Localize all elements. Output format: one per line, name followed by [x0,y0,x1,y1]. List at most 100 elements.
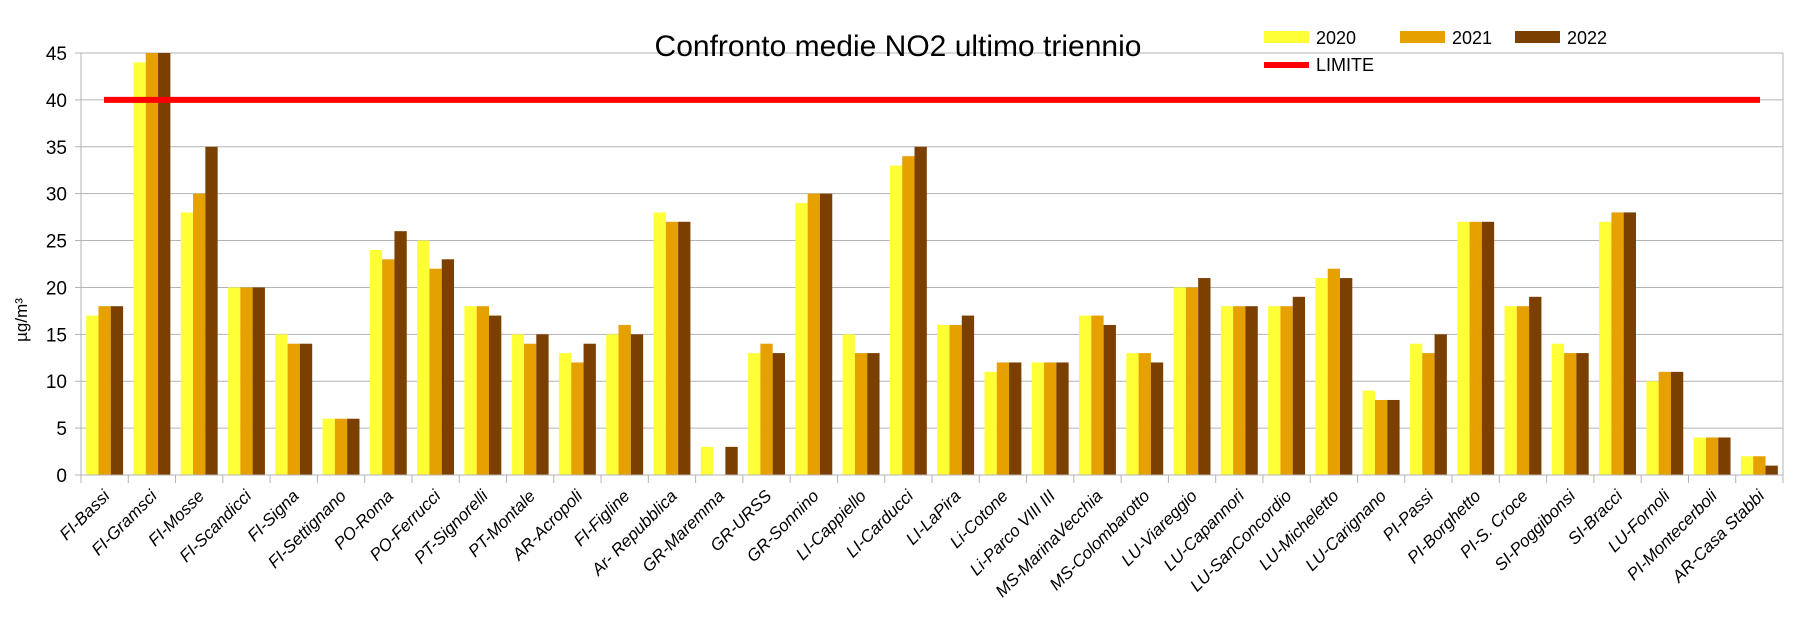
bar-2021 [145,53,159,475]
bar-2020 [86,315,99,475]
bar-2022 [110,306,124,475]
bar-2020 [606,334,619,475]
bar-2021 [1044,362,1057,475]
bar-2022 [1623,212,1636,475]
bar-2021 [287,343,300,475]
y-tick-label: 35 [46,138,67,159]
bar-2022 [299,343,313,475]
bar-2022 [252,287,265,475]
bar-2020 [842,334,855,475]
x-tick-label: SI-Poggibonsi [1491,486,1580,575]
y-axis-label: µg/m³ [12,298,31,342]
bar-2022 [1718,437,1731,475]
bar-2021 [1469,221,1482,475]
bar-2022 [158,53,171,475]
bar-2020 [889,165,903,476]
legend-label: 2021 [1452,28,1492,48]
x-axis: FI-BassiFI-GramsciFI-MosseFI-ScandicciFI… [56,474,1783,601]
bar-2022 [678,221,691,475]
bar-2022 [630,334,644,475]
bar-2022 [394,231,407,475]
bar-2022 [1292,296,1306,475]
bar-2020 [133,62,146,475]
y-tick-label: 25 [46,232,67,253]
bar-2022 [536,334,549,475]
bar-2020 [417,240,430,475]
bar-2020 [1551,343,1565,475]
bar-2021 [1611,212,1624,475]
bar-2021 [1422,353,1435,475]
bar-2020 [1504,306,1517,475]
bar-2021 [334,418,348,475]
bar-2021 [1374,399,1388,475]
legend-swatch-2020 [1264,31,1309,43]
bar-2020 [369,249,383,475]
bar-2021 [1564,353,1577,475]
bar-2021 [1658,371,1671,475]
bar-2021 [665,221,679,475]
bar-2022 [1245,306,1258,475]
bar-2021 [1185,287,1199,475]
bar-2022 [772,353,785,475]
y-axis-ticks: 0 5 10 15 20 25 30 35 40 45 [46,44,67,487]
bar-2022 [583,343,596,475]
bar-2020 [984,371,997,475]
bar-2020 [1173,287,1186,475]
bar-2021 [1138,353,1151,475]
bar-2020 [1268,306,1281,475]
legend-swatch-limit [1264,62,1309,68]
bar-2021 [902,156,915,475]
bar-2022 [819,193,833,475]
bar-2020 [1126,353,1139,475]
bars [86,53,1778,476]
bar-2020 [795,203,808,476]
bar-2021 [429,268,442,475]
bar-2020 [1079,315,1092,475]
legend-swatch-2022 [1515,31,1560,43]
legend: 2020 2021 2022 LIMITE [1264,28,1607,75]
y-tick-label: 45 [46,44,67,65]
bar-2022 [1103,324,1116,475]
bar-2022 [205,146,218,475]
bar-2021 [240,287,253,475]
bar-2022 [1434,334,1447,475]
bar-2022 [1056,362,1069,475]
y-tick-label: 20 [46,278,67,299]
bar-2021 [949,324,962,475]
bar-2020 [228,287,241,475]
bar-2020 [748,353,761,475]
bar-2021 [1233,306,1246,475]
chart-title: Confronto medie NO2 ultimo triennio [655,30,1142,63]
bar-2020 [1693,437,1706,475]
bar-2022 [1670,371,1684,475]
bar-2021 [523,343,537,475]
x-tick-label: GR-Maremma [639,486,729,576]
bar-2021 [996,362,1010,475]
bar-2021 [807,193,820,475]
bar-2021 [1327,268,1341,475]
bar-2022 [1009,362,1022,475]
bar-2020 [1409,343,1423,475]
bar-2021 [618,324,631,475]
bar-2020 [1740,456,1754,475]
bar-2020 [1646,381,1659,475]
legend-label: 2022 [1567,28,1607,48]
bar-2021 [1091,315,1104,475]
bar-2021 [1516,306,1530,475]
bar-2021 [476,306,490,475]
bar-2022 [1576,353,1589,475]
bar-2020 [511,334,524,475]
bar-2022 [1198,278,1211,475]
bar-2020 [653,212,666,475]
bar-2020 [1220,306,1234,475]
bar-2020 [558,353,572,475]
bar-2022 [914,146,927,475]
bar-2022 [489,315,502,475]
bar-2022 [867,353,880,475]
y-tick-label: 5 [56,419,67,440]
bar-2020 [1315,278,1328,475]
bar-2022 [1387,399,1400,475]
legend-label: LIMITE [1316,55,1374,75]
y-tick-label: 30 [46,185,67,206]
